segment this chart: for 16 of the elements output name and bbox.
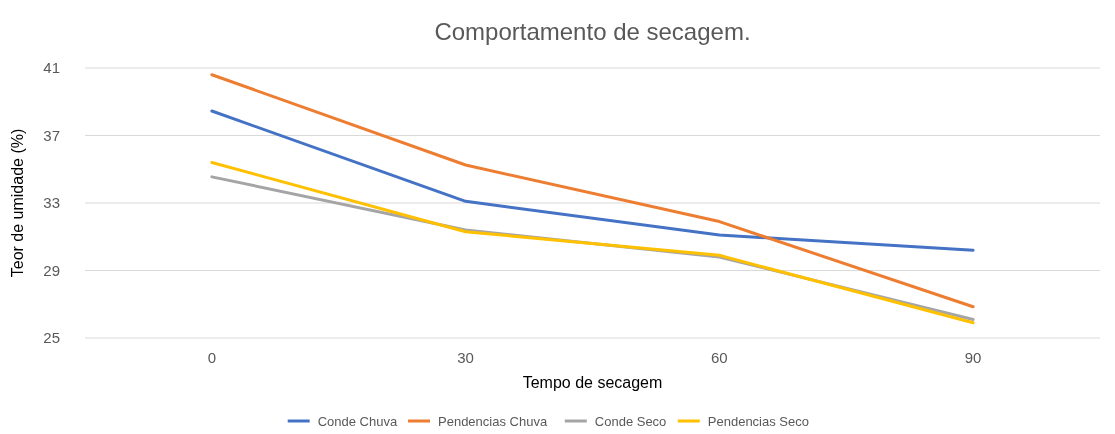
x-tick-label: 60	[711, 349, 728, 366]
x-tick-label: 0	[207, 349, 217, 366]
y-axis-title: Teor de umidade (%)	[9, 128, 26, 278]
x-tick-label: 30	[457, 349, 474, 366]
legend-label: Pendencias Chuva	[438, 414, 548, 429]
y-tick-label: 33	[43, 194, 60, 211]
x-tick-label: 90	[964, 349, 982, 366]
y-tick-label: 29	[43, 261, 60, 279]
chart-title: Comportamento de secagem.	[434, 18, 751, 45]
y-tick-label: 25	[43, 329, 60, 346]
legend-label: Pendencias Seco	[707, 414, 809, 429]
y-tick-label: 41	[43, 59, 60, 76]
y-tick-label: 37	[43, 126, 60, 144]
legend-label: Conde Chuva	[317, 414, 398, 429]
legend-label: Conde Seco	[594, 414, 667, 429]
x-axis-title: Tempo de secagem	[522, 374, 663, 391]
